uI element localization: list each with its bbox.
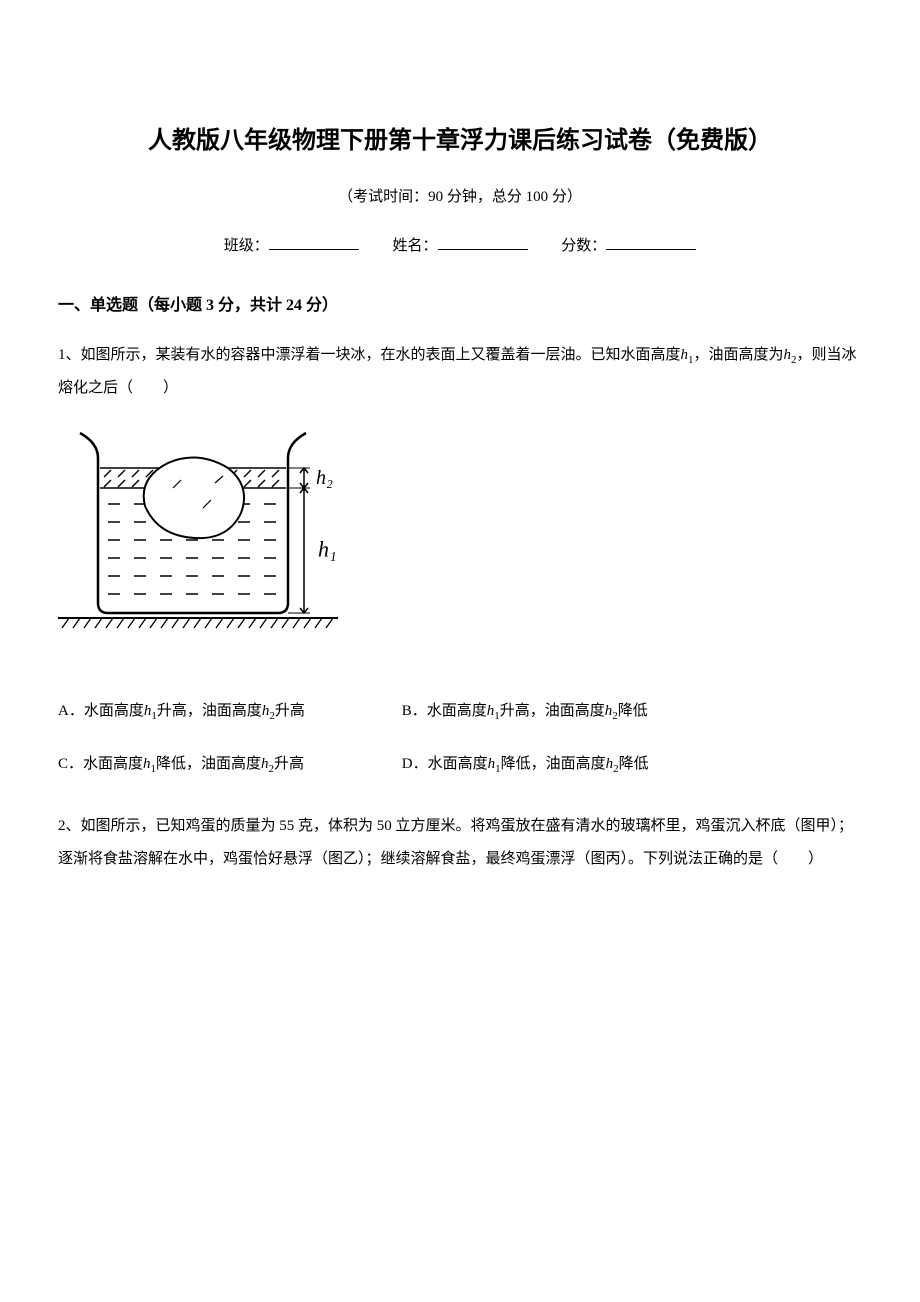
question-1: 1、如图所示，某装有水的容器中漂浮着一块冰，在水的表面上又覆盖着一层油。已知水面… bbox=[58, 339, 862, 405]
score-label: 分数： bbox=[561, 238, 606, 254]
option-b: B．水面高度h1升高，油面高度h2降低 bbox=[402, 698, 648, 727]
exam-info: （考试时间：90 分钟，总分 100 分） bbox=[58, 185, 862, 206]
student-info-row: 班级： 姓名： 分数： bbox=[58, 234, 862, 255]
class-blank bbox=[269, 236, 359, 250]
svg-text:h₂: h₂ bbox=[316, 467, 333, 489]
option-c: C．水面高度h1降低，油面高度h2升高 bbox=[58, 751, 398, 780]
svg-text:h₁: h₁ bbox=[318, 537, 337, 562]
question-1-text: 1、如图所示，某装有水的容器中漂浮着一块冰，在水的表面上又覆盖着一层油。已知水面… bbox=[58, 339, 862, 405]
question-1-options: A．水面高度h1升高，油面高度h2升高 B．水面高度h1升高，油面高度h2降低 … bbox=[58, 698, 862, 780]
document-title: 人教版八年级物理下册第十章浮力课后练习试卷（免费版） bbox=[58, 120, 862, 155]
name-blank bbox=[438, 236, 528, 250]
q1-h1-var: h bbox=[681, 347, 689, 363]
q1-h2-var: h bbox=[784, 347, 792, 363]
option-row-2: C．水面高度h1降低，油面高度h2升高 D．水面高度h1降低，油面高度h2降低 bbox=[58, 751, 862, 780]
name-label: 姓名： bbox=[392, 238, 437, 254]
question-1-diagram: h₂ h₁ bbox=[58, 423, 862, 648]
option-d: D．水面高度h1降低，油面高度h2降低 bbox=[402, 751, 649, 780]
question-2-text: 2、如图所示，已知鸡蛋的质量为 55 克，体积为 50 立方厘米。将鸡蛋放在盛有… bbox=[58, 810, 862, 876]
q1-prefix: 1、如图所示，某装有水的容器中漂浮着一块冰，在水的表面上又覆盖着一层油。已知水面… bbox=[58, 347, 681, 363]
section-1-header: 一、单选题（每小题 3 分，共计 24 分） bbox=[58, 291, 862, 315]
q1-mid1: ，油面高度为 bbox=[694, 347, 784, 363]
option-a: A．水面高度h1升高，油面高度h2升高 bbox=[58, 698, 398, 727]
class-label: 班级： bbox=[224, 238, 269, 254]
question-2: 2、如图所示，已知鸡蛋的质量为 55 克，体积为 50 立方厘米。将鸡蛋放在盛有… bbox=[58, 810, 862, 876]
score-blank bbox=[606, 236, 696, 250]
option-row-1: A．水面高度h1升高，油面高度h2升高 B．水面高度h1升高，油面高度h2降低 bbox=[58, 698, 862, 727]
